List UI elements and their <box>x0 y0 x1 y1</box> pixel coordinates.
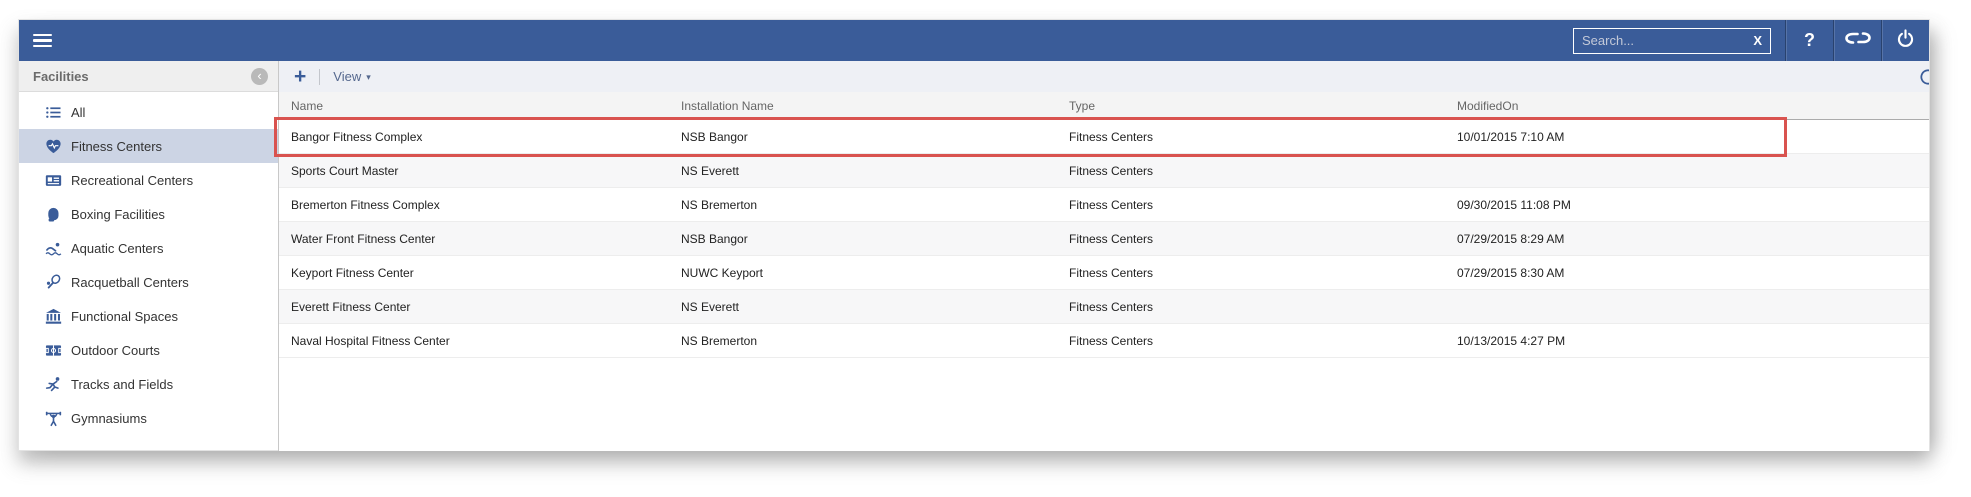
help-button[interactable]: ? <box>1786 20 1833 61</box>
chevron-down-icon: ▾ <box>366 71 371 82</box>
sidebar-item-label: Boxing Facilities <box>71 206 165 222</box>
facilities-grid: Name Installation Name Type ModifiedOn Bang… <box>274 92 1929 451</box>
table-row[interactable]: Keyport Fitness Center NUWC Keyport Fitnes… <box>279 256 1929 290</box>
help-icon: ? <box>1804 30 1815 50</box>
table-cell: Water Front Fitness Center <box>291 231 436 246</box>
table-row[interactable]: Sports Court Master NS Everett Fitness Cen… <box>279 154 1929 188</box>
table-cell: NSB Bangor <box>681 129 748 144</box>
table-cell: Everett Fitness Center <box>291 299 411 314</box>
sidebar-item-aquatic-centers[interactable]: Aquatic Centers <box>19 231 278 265</box>
column-header[interactable]: Installation Name <box>681 98 774 113</box>
power-icon <box>1896 28 1915 53</box>
court-icon <box>45 342 62 359</box>
toolbar-separator <box>319 68 321 85</box>
menu-icon[interactable] <box>19 20 65 61</box>
link-button[interactable] <box>1834 20 1881 61</box>
sidebar-list: All Fitness Centers Recreational Centers Bo… <box>19 92 278 435</box>
sidebar-item-recreational-centers[interactable]: Recreational Centers <box>19 163 278 197</box>
sidebar-item-label: Outdoor Courts <box>71 342 160 358</box>
table-cell: Fitness Centers <box>1069 163 1154 178</box>
list-icon <box>45 104 62 121</box>
table-cell: NUWC Keyport <box>681 265 764 280</box>
table-row[interactable]: Everett Fitness Center NS Everett Fitness … <box>279 290 1929 324</box>
power-button[interactable] <box>1882 20 1929 61</box>
topbar-separator <box>1881 20 1882 61</box>
table-cell: 09/30/2015 11:08 PM <box>1457 197 1571 212</box>
view-dropdown-label: View <box>333 69 362 84</box>
runner-icon <box>45 376 62 393</box>
sidebar-item-label: Gymnasiums <box>71 410 147 426</box>
table-row[interactable]: Water Front Fitness Center NSB Bangor Fitn… <box>279 222 1929 256</box>
sidebar-header: Facilities ‹ <box>19 61 278 92</box>
column-header[interactable]: ModifiedOn <box>1457 98 1519 113</box>
sidebar-item-label: Fitness Centers <box>71 138 163 154</box>
sidebar-item-functional-spaces[interactable]: Functional Spaces <box>19 299 278 333</box>
app-window: X ? <box>18 19 1930 451</box>
link-icon <box>1844 30 1871 51</box>
collapse-sidebar-button[interactable]: ‹ <box>251 67 268 85</box>
table-cell: NS Everett <box>681 163 740 178</box>
column-header[interactable]: Name <box>291 98 324 113</box>
table-cell: Fitness Centers <box>1069 299 1154 314</box>
table-cell: 07/29/2015 8:30 AM <box>1457 265 1565 280</box>
table-row[interactable]: Bangor Fitness Complex NSB Bangor Fitness … <box>279 120 1929 154</box>
table-cell: Fitness Centers <box>1069 265 1154 280</box>
table-cell: Fitness Centers <box>1069 333 1154 348</box>
table-cell: NS Bremerton <box>681 333 758 348</box>
table-cell: Fitness Centers <box>1069 197 1154 212</box>
grid-rows: Bangor Fitness Complex NSB Bangor Fitness … <box>279 120 1929 358</box>
clear-search-icon[interactable]: X <box>1753 33 1762 48</box>
sidebar-item-label: Aquatic Centers <box>71 240 164 256</box>
top-bar: X ? <box>19 20 1929 61</box>
table-cell: NSB Bangor <box>681 231 748 246</box>
toolbar: + View ▾ <box>279 61 1929 92</box>
sidebar-item-boxing-facilities[interactable]: Boxing Facilities <box>19 197 278 231</box>
refresh-icon[interactable] <box>1918 67 1929 87</box>
topbar-separator <box>1785 20 1786 61</box>
sidebar-item-racquetball-centers[interactable]: Racquetball Centers <box>19 265 278 299</box>
table-cell: Fitness Centers <box>1069 231 1154 246</box>
table-cell: Bremerton Fitness Complex <box>291 197 440 212</box>
topbar-separator <box>1833 20 1834 61</box>
table-cell: Sports Court Master <box>291 163 399 178</box>
sidebar: Facilities ‹ All Fitness Centers Recreatio… <box>19 61 279 451</box>
table-cell: 10/01/2015 7:10 AM <box>1457 129 1565 144</box>
search-box: X <box>1573 27 1771 54</box>
sidebar-item-all[interactable]: All <box>19 95 278 129</box>
sidebar-title: Facilities <box>33 68 89 84</box>
main-panel: + View ▾ Name Installation Name Type Modifi… <box>274 61 1929 451</box>
sidebar-item-label: Recreational Centers <box>71 172 194 188</box>
table-cell: Bangor Fitness Complex <box>291 129 423 144</box>
sidebar-item-label: Functional Spaces <box>71 308 178 324</box>
table-row[interactable]: Bremerton Fitness Complex NS Bremerton Fit… <box>279 188 1929 222</box>
table-cell: Naval Hospital Fitness Center <box>291 333 450 348</box>
grid-header: Name Installation Name Type ModifiedOn <box>279 92 1929 120</box>
table-cell: 10/13/2015 4:27 PM <box>1457 333 1566 348</box>
sidebar-item-label: Racquetball Centers <box>71 274 189 290</box>
swimmer-icon <box>45 240 62 257</box>
table-cell: NS Bremerton <box>681 197 758 212</box>
sidebar-item-outdoor-courts[interactable]: Outdoor Courts <box>19 333 278 367</box>
topbar-right: X ? <box>1573 20 1929 61</box>
table-cell: Keyport Fitness Center <box>291 265 414 280</box>
column-header[interactable]: Type <box>1069 98 1096 113</box>
table-row[interactable]: Naval Hospital Fitness Center NS Bremerto… <box>279 324 1929 358</box>
table-cell: Fitness Centers <box>1069 129 1154 144</box>
racquet-icon <box>45 273 62 291</box>
table-cell: NS Everett <box>681 299 740 314</box>
table-cell: 07/29/2015 8:29 AM <box>1457 231 1565 246</box>
weightlifter-icon <box>45 410 62 427</box>
scoreboard-icon <box>45 172 62 189</box>
boxing-glove-icon <box>45 206 62 223</box>
sidebar-item-gymnasiums[interactable]: Gymnasiums <box>19 401 278 435</box>
sidebar-item-tracks-and-fields[interactable]: Tracks and Fields <box>19 367 278 401</box>
sidebar-item-label: All <box>71 104 86 120</box>
heart-icon <box>45 138 62 155</box>
bank-icon <box>45 308 62 325</box>
add-button[interactable]: + <box>294 65 307 88</box>
sidebar-item-label: Tracks and Fields <box>71 376 174 392</box>
search-input[interactable] <box>1582 33 1752 48</box>
view-dropdown[interactable]: View ▾ <box>333 69 370 84</box>
sidebar-item-fitness-centers[interactable]: Fitness Centers <box>19 129 278 163</box>
